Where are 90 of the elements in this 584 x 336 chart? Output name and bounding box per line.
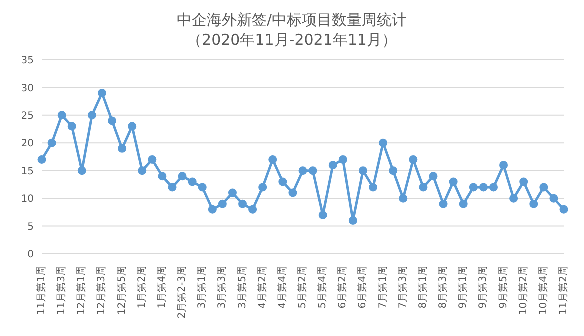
x-tick-label: 8月第3周	[437, 266, 450, 309]
chart-subtitle: （2020年11月-2021年11月）	[186, 30, 398, 50]
x-tick-label: 9月第1周	[457, 266, 470, 309]
x-tick-label: 5月第2周	[296, 266, 308, 309]
point	[98, 89, 106, 98]
x-tick-label: 5月第4周	[316, 266, 329, 309]
point	[520, 178, 528, 186]
x-tick-label: 12月第3周	[96, 266, 108, 316]
x-tick-label: 4月第4周	[276, 266, 288, 309]
point	[510, 194, 518, 203]
point	[168, 183, 177, 192]
point	[489, 183, 498, 192]
x-tick-label: 3月第5周	[236, 266, 248, 309]
chart-title: 中企海外新签/中标项目数量周统计	[176, 10, 408, 30]
point	[198, 183, 207, 192]
x-tick-label: 9月第5周	[497, 266, 510, 309]
point	[158, 172, 167, 181]
point	[348, 216, 358, 225]
point	[278, 178, 288, 186]
x-tick-label: 11月第3周	[56, 266, 68, 316]
point	[389, 166, 398, 176]
point	[338, 156, 348, 164]
point	[288, 188, 298, 198]
x-tick-label: 10月第2周	[517, 266, 530, 316]
point	[530, 200, 538, 208]
y-tick-label: 30	[21, 83, 34, 94]
x-tick-label: 9月第3周	[477, 266, 490, 309]
y-tick-label: 20	[21, 138, 34, 150]
point	[308, 166, 318, 176]
x-tick-label: 12月第5周	[116, 266, 128, 316]
point	[88, 111, 96, 120]
y-tick-label: 10	[21, 194, 34, 206]
x-tick-label: 4月第2周	[256, 266, 268, 309]
x-tick-label: 6月第2周	[336, 266, 349, 309]
point	[369, 183, 378, 192]
point	[298, 166, 308, 176]
point	[138, 166, 147, 176]
point	[318, 210, 328, 220]
x-tick-label: 7月第1周	[376, 266, 389, 309]
y-tick-label: 25	[21, 110, 34, 122]
y-tick-label: 15	[21, 166, 34, 178]
x-tick-label: 6月第4周	[356, 266, 369, 309]
point	[178, 172, 187, 181]
point	[248, 205, 258, 214]
y-tick-label: 5	[28, 222, 34, 233]
point	[188, 178, 197, 186]
point	[459, 200, 468, 208]
point	[479, 183, 488, 192]
point	[118, 144, 127, 153]
point	[108, 116, 117, 126]
point	[258, 183, 268, 192]
point	[500, 161, 508, 170]
point	[399, 194, 408, 203]
point	[148, 156, 157, 164]
x-tick-label: 12月第1周	[76, 266, 88, 316]
point	[540, 183, 548, 192]
point	[268, 156, 278, 164]
point	[78, 166, 86, 176]
point	[238, 200, 248, 208]
point	[58, 111, 66, 120]
x-tick-label: 11月第1周	[36, 266, 48, 316]
x-tick-label: 8月第1周	[416, 266, 429, 309]
point	[228, 188, 237, 198]
point	[38, 156, 46, 164]
y-tick-label: 35	[21, 56, 34, 67]
point	[439, 200, 448, 208]
point	[409, 156, 418, 164]
point	[128, 122, 137, 131]
x-tick-label: 3月第3周	[216, 266, 228, 309]
point	[550, 194, 558, 203]
point	[218, 200, 227, 208]
point	[328, 161, 338, 170]
x-tick-label: 2月第2-3周	[176, 266, 188, 319]
point	[48, 138, 56, 148]
point	[560, 205, 568, 214]
point	[208, 205, 217, 214]
x-tick-label: 1月第4周	[156, 266, 168, 309]
x-tick-label: 10月第4周	[537, 266, 550, 316]
x-tick-label: 11月第2周	[558, 266, 570, 316]
point	[68, 122, 76, 131]
x-tick-label: 7月第3周	[396, 266, 409, 309]
point	[419, 183, 428, 192]
point	[358, 166, 368, 176]
x-tick-label: 3月第1周	[196, 266, 208, 309]
x-tick-label: 1月第2周	[136, 266, 148, 309]
y-tick-label: 0	[28, 250, 34, 261]
point	[469, 183, 478, 192]
point	[449, 178, 458, 186]
point	[429, 172, 438, 181]
point	[379, 138, 388, 148]
